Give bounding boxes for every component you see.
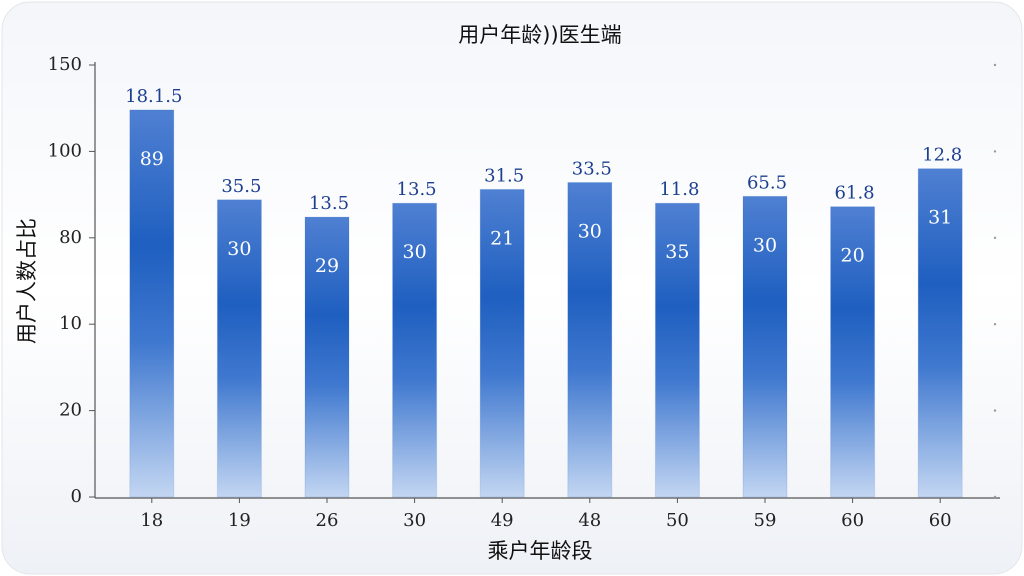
bar-top-label: 13.5 bbox=[397, 179, 437, 200]
bar-top-label: 31.5 bbox=[484, 165, 524, 186]
y-tick-label: 80 bbox=[59, 227, 82, 248]
right-dot bbox=[993, 495, 997, 499]
x-tick-label: 60 bbox=[929, 510, 952, 531]
y-tick-label: 10 bbox=[59, 313, 82, 334]
bar-inner-label: 29 bbox=[315, 255, 339, 277]
x-tick-label: 49 bbox=[491, 510, 514, 531]
bar-top-label: 12.8 bbox=[922, 145, 962, 166]
bar bbox=[567, 182, 613, 498]
bar-top-label: 65.5 bbox=[747, 172, 787, 193]
bar bbox=[479, 188, 525, 498]
bar-top-label: 33.5 bbox=[572, 159, 612, 180]
x-tick-label: 48 bbox=[578, 510, 601, 531]
y-axis-label: 用户人数占比 bbox=[15, 218, 39, 344]
x-tick-label: 59 bbox=[754, 510, 777, 531]
bar-top-label: 18.1.5 bbox=[125, 86, 182, 107]
bar-top-label: 61.8 bbox=[835, 183, 875, 204]
x-tick-label: 18 bbox=[140, 510, 163, 531]
bar bbox=[129, 109, 175, 498]
bar bbox=[742, 195, 788, 498]
bar bbox=[304, 216, 350, 498]
bar-top-label: 11.8 bbox=[659, 179, 699, 200]
right-dot bbox=[993, 323, 997, 326]
bar bbox=[830, 206, 876, 498]
bar-inner-label: 30 bbox=[227, 238, 251, 260]
bar-inner-label: 20 bbox=[841, 245, 865, 267]
x-tick-label: 26 bbox=[316, 510, 339, 531]
bar-top-label: 13.5 bbox=[309, 193, 349, 214]
x-tick-label: 60 bbox=[841, 510, 864, 531]
bar-inner-label: 30 bbox=[578, 221, 602, 243]
bar-inner-label: 89 bbox=[140, 148, 164, 170]
bar-top-label: 35.5 bbox=[221, 176, 261, 197]
x-axis-label: 乘户年龄段 bbox=[488, 539, 593, 563]
y-tick-label: 100 bbox=[48, 140, 82, 161]
chart-title: 用户年龄))医生端 bbox=[458, 23, 621, 47]
bar-inner-label: 30 bbox=[403, 241, 427, 263]
bar bbox=[392, 202, 438, 498]
right-dot bbox=[993, 409, 997, 412]
x-tick-label: 50 bbox=[666, 510, 689, 531]
bar bbox=[216, 199, 262, 498]
bar-inner-label: 31 bbox=[928, 207, 952, 229]
x-tick-label: 19 bbox=[228, 510, 251, 531]
bar-inner-label: 30 bbox=[753, 234, 777, 256]
y-tick-label: 20 bbox=[59, 400, 82, 421]
bar bbox=[654, 202, 700, 498]
y-tick-label: 0 bbox=[71, 486, 82, 507]
y-tick-label: 150 bbox=[48, 54, 82, 75]
x-tick-label: 30 bbox=[403, 510, 426, 531]
right-dot bbox=[993, 150, 997, 153]
bar bbox=[917, 168, 963, 498]
right-dot bbox=[993, 236, 997, 239]
right-dot bbox=[993, 63, 997, 67]
bar-inner-label: 35 bbox=[665, 241, 689, 263]
bar-inner-label: 21 bbox=[490, 227, 514, 249]
